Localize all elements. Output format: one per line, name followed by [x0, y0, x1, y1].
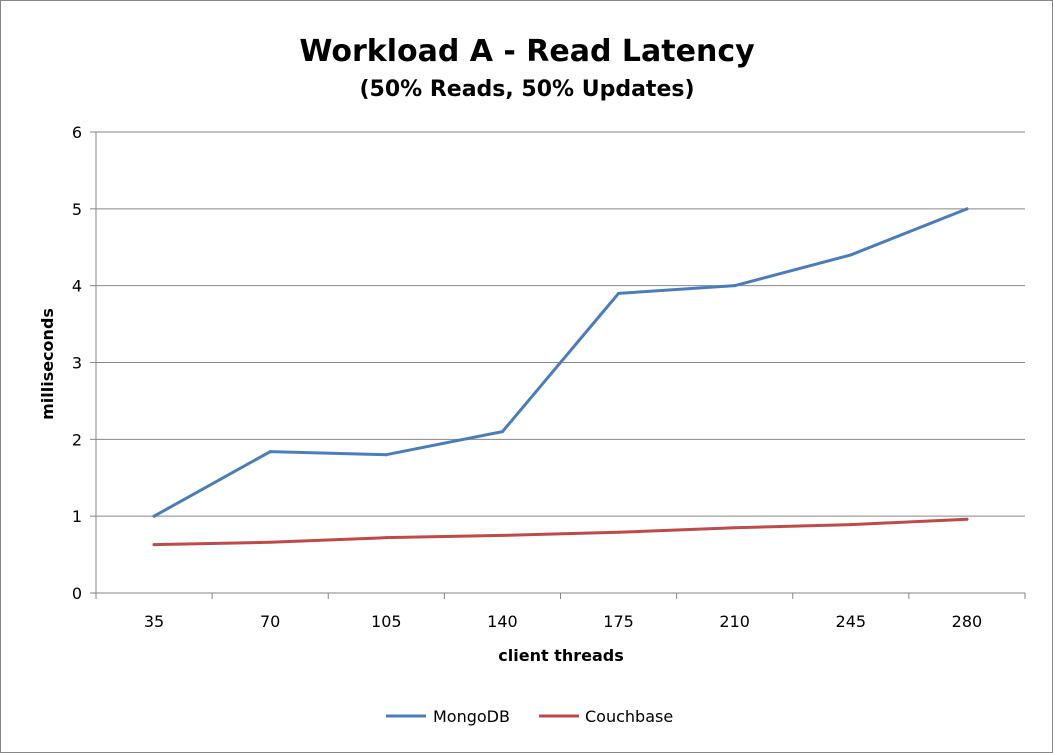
x-tick-label: 245 [836, 612, 867, 631]
y-tick-label: 0 [72, 584, 82, 603]
legend: MongoDB Couchbase [386, 707, 673, 726]
data-point [268, 450, 272, 454]
data-point [500, 430, 504, 434]
data-point [617, 530, 621, 534]
y-tick-labels: 0 1 2 3 4 5 6 [72, 123, 82, 603]
chart-subtitle: (50% Reads, 50% Updates) [359, 77, 694, 102]
axes [90, 131, 1026, 599]
data-point [384, 536, 388, 540]
x-tick-label: 35 [144, 612, 164, 631]
data-point [733, 526, 737, 530]
legend-item: Couchbase [539, 707, 673, 726]
series-lines [152, 207, 969, 547]
y-tick-label: 6 [72, 123, 82, 142]
x-tick-labels: 35 70 105 140 175 210 245 280 [144, 612, 982, 631]
y-tick-label: 3 [72, 354, 82, 373]
y-axis-title: milliseconds [38, 308, 57, 420]
data-point [152, 514, 156, 518]
y-tick-label: 4 [72, 277, 82, 296]
y-tick-label: 2 [72, 430, 82, 449]
data-point [965, 517, 969, 521]
x-tick-label: 140 [487, 612, 518, 631]
gridlines [96, 131, 1025, 517]
x-tick-label: 70 [260, 612, 280, 631]
data-point [617, 291, 621, 295]
chart-title: Workload A - Read Latency [299, 34, 755, 69]
x-tick-label: 210 [719, 612, 750, 631]
data-point [500, 533, 504, 537]
data-point [268, 540, 272, 544]
data-point [733, 284, 737, 288]
x-tick-label: 280 [952, 612, 983, 631]
x-tick-label: 175 [603, 612, 634, 631]
data-point [849, 253, 853, 257]
legend-item: MongoDB [386, 707, 510, 726]
x-tick-label: 105 [371, 612, 402, 631]
data-point [965, 207, 969, 211]
y-tick-label: 5 [72, 200, 82, 219]
y-tick-label: 1 [72, 507, 82, 526]
data-point [152, 543, 156, 547]
series-line-mongodb [152, 207, 969, 518]
legend-label: MongoDB [433, 707, 510, 726]
data-point [384, 453, 388, 457]
x-axis-title: client threads [498, 646, 623, 665]
data-point [849, 523, 853, 527]
legend-label: Couchbase [585, 707, 673, 726]
series-line-couchbase [152, 517, 969, 547]
